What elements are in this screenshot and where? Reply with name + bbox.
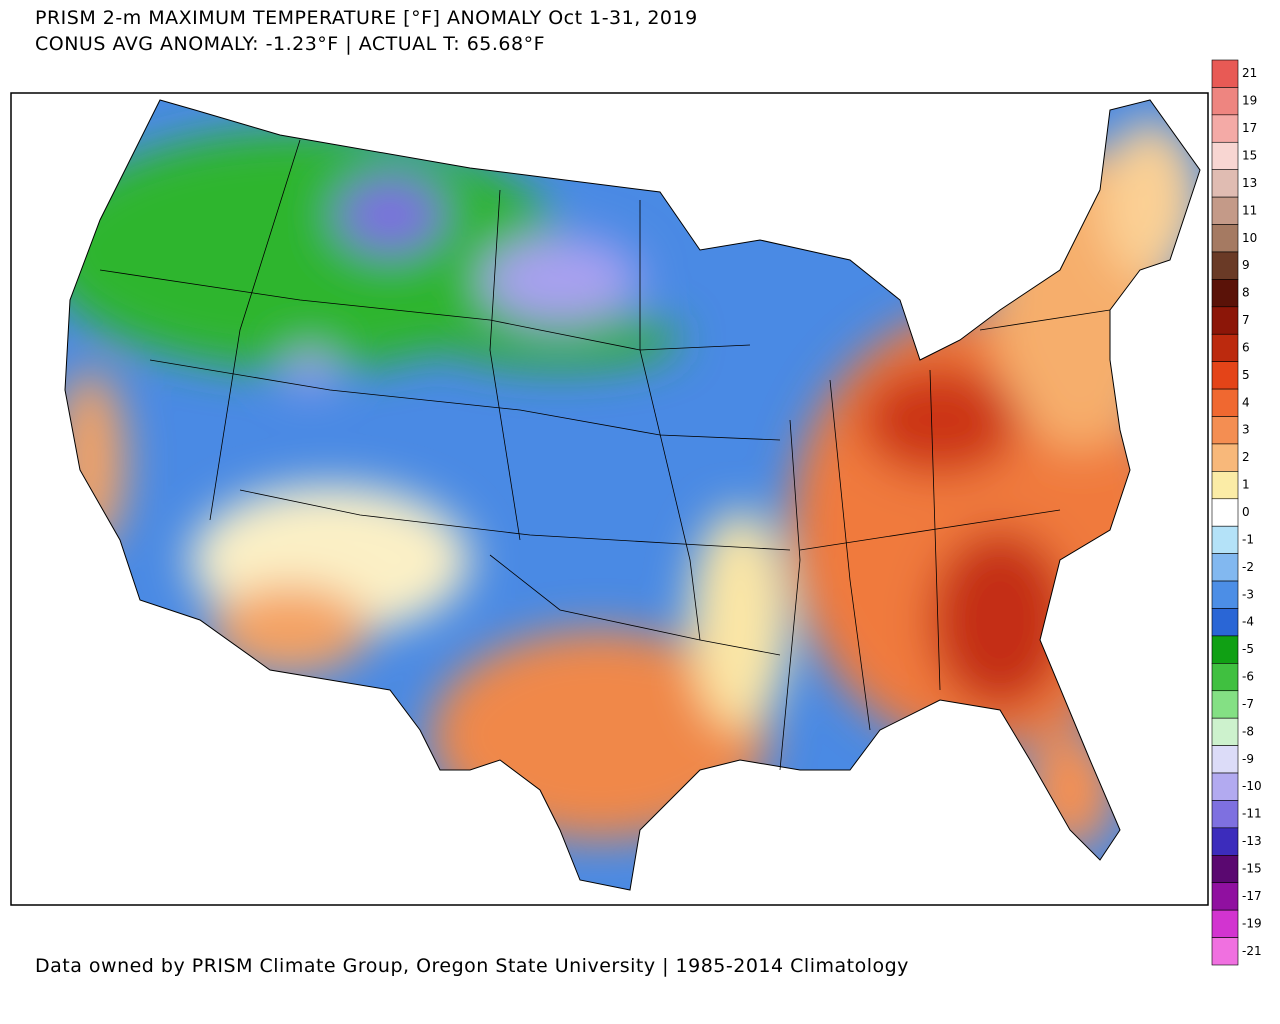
legend-swatch: [1211, 333, 1239, 362]
legend-swatch: [1211, 772, 1239, 801]
legend-label: -8: [1242, 724, 1254, 738]
legend-swatch: [1211, 498, 1239, 527]
legend-swatch: [1211, 553, 1239, 582]
legend-label: -5: [1242, 642, 1254, 656]
legend-label: -6: [1242, 670, 1254, 684]
legend-swatch: [1211, 443, 1239, 472]
legend-label: 3: [1242, 423, 1250, 437]
legend-swatch: [1211, 525, 1239, 554]
legend-label: -15: [1242, 862, 1262, 876]
legend-label: 11: [1242, 203, 1257, 217]
legend-swatch: [1211, 580, 1239, 609]
legend-swatch: [1211, 635, 1239, 664]
legend-label: -9: [1242, 752, 1254, 766]
legend-label: 15: [1242, 148, 1257, 162]
legend-swatch: [1211, 882, 1239, 911]
legend-swatch: [1211, 855, 1239, 884]
legend-label: 6: [1242, 340, 1250, 354]
legend-swatch: [1211, 663, 1239, 692]
legend-swatch: [1211, 909, 1239, 938]
legend-label: -7: [1242, 697, 1254, 711]
legend-swatch: [1211, 745, 1239, 774]
legend-swatch: [1211, 827, 1239, 856]
legend-label: 13: [1242, 176, 1257, 190]
legend-label: -21: [1242, 944, 1262, 958]
legend-swatch: [1211, 251, 1239, 280]
legend-label: -19: [1242, 916, 1262, 930]
legend-label: 1: [1242, 478, 1250, 492]
legend-swatch: [1211, 608, 1239, 637]
legend-swatch: [1211, 937, 1239, 966]
legend-label: 9: [1242, 258, 1250, 272]
legend-label: -2: [1242, 560, 1254, 574]
legend-label: 21: [1242, 66, 1257, 80]
legend-label: -3: [1242, 587, 1254, 601]
legend-swatch: [1211, 59, 1239, 88]
legend-label: 0: [1242, 505, 1250, 519]
legend-label: 8: [1242, 286, 1250, 300]
legend-label: 4: [1242, 395, 1250, 409]
legend-label: 10: [1242, 231, 1257, 245]
legend-label: -4: [1242, 615, 1254, 629]
map-title: PRISM 2-m MAXIMUM TEMPERATURE [°F] ANOMA…: [35, 7, 698, 29]
legend-label: 2: [1242, 450, 1250, 464]
legend-swatch: [1211, 224, 1239, 253]
legend-swatch: [1211, 690, 1239, 719]
legend-swatch: [1211, 717, 1239, 746]
legend-label: 19: [1242, 94, 1257, 108]
legend-label: -17: [1242, 889, 1262, 903]
legend-swatch: [1211, 196, 1239, 225]
legend-swatch: [1211, 388, 1239, 417]
legend-swatch: [1211, 361, 1239, 390]
legend-swatch: [1211, 416, 1239, 445]
legend-swatch: [1211, 279, 1239, 308]
legend-label: -1: [1242, 532, 1254, 546]
legend-swatch: [1211, 800, 1239, 829]
legend-label: 5: [1242, 368, 1250, 382]
legend-swatch: [1211, 87, 1239, 116]
legend-swatch: [1211, 306, 1239, 335]
legend-label: 17: [1242, 121, 1257, 135]
map-subtitle: CONUS AVG ANOMALY: -1.23°F | ACTUAL T: 6…: [35, 33, 545, 55]
country-outline: [64, 99, 1201, 891]
legend-swatch: [1211, 471, 1239, 500]
legend: 211917151311109876543210-1-2-3-4-5-6-7-8…: [1211, 59, 1262, 966]
legend-swatch: [1211, 169, 1239, 198]
legend-swatch: [1211, 114, 1239, 143]
state-lines: [99, 139, 1111, 771]
legend-label: -13: [1242, 834, 1262, 848]
legend-label: 7: [1242, 313, 1250, 327]
map-footer: Data owned by PRISM Climate Group, Orego…: [35, 955, 909, 977]
legend-label: -11: [1242, 807, 1262, 821]
legend-label: -10: [1242, 779, 1262, 793]
legend-swatch: [1211, 141, 1239, 170]
